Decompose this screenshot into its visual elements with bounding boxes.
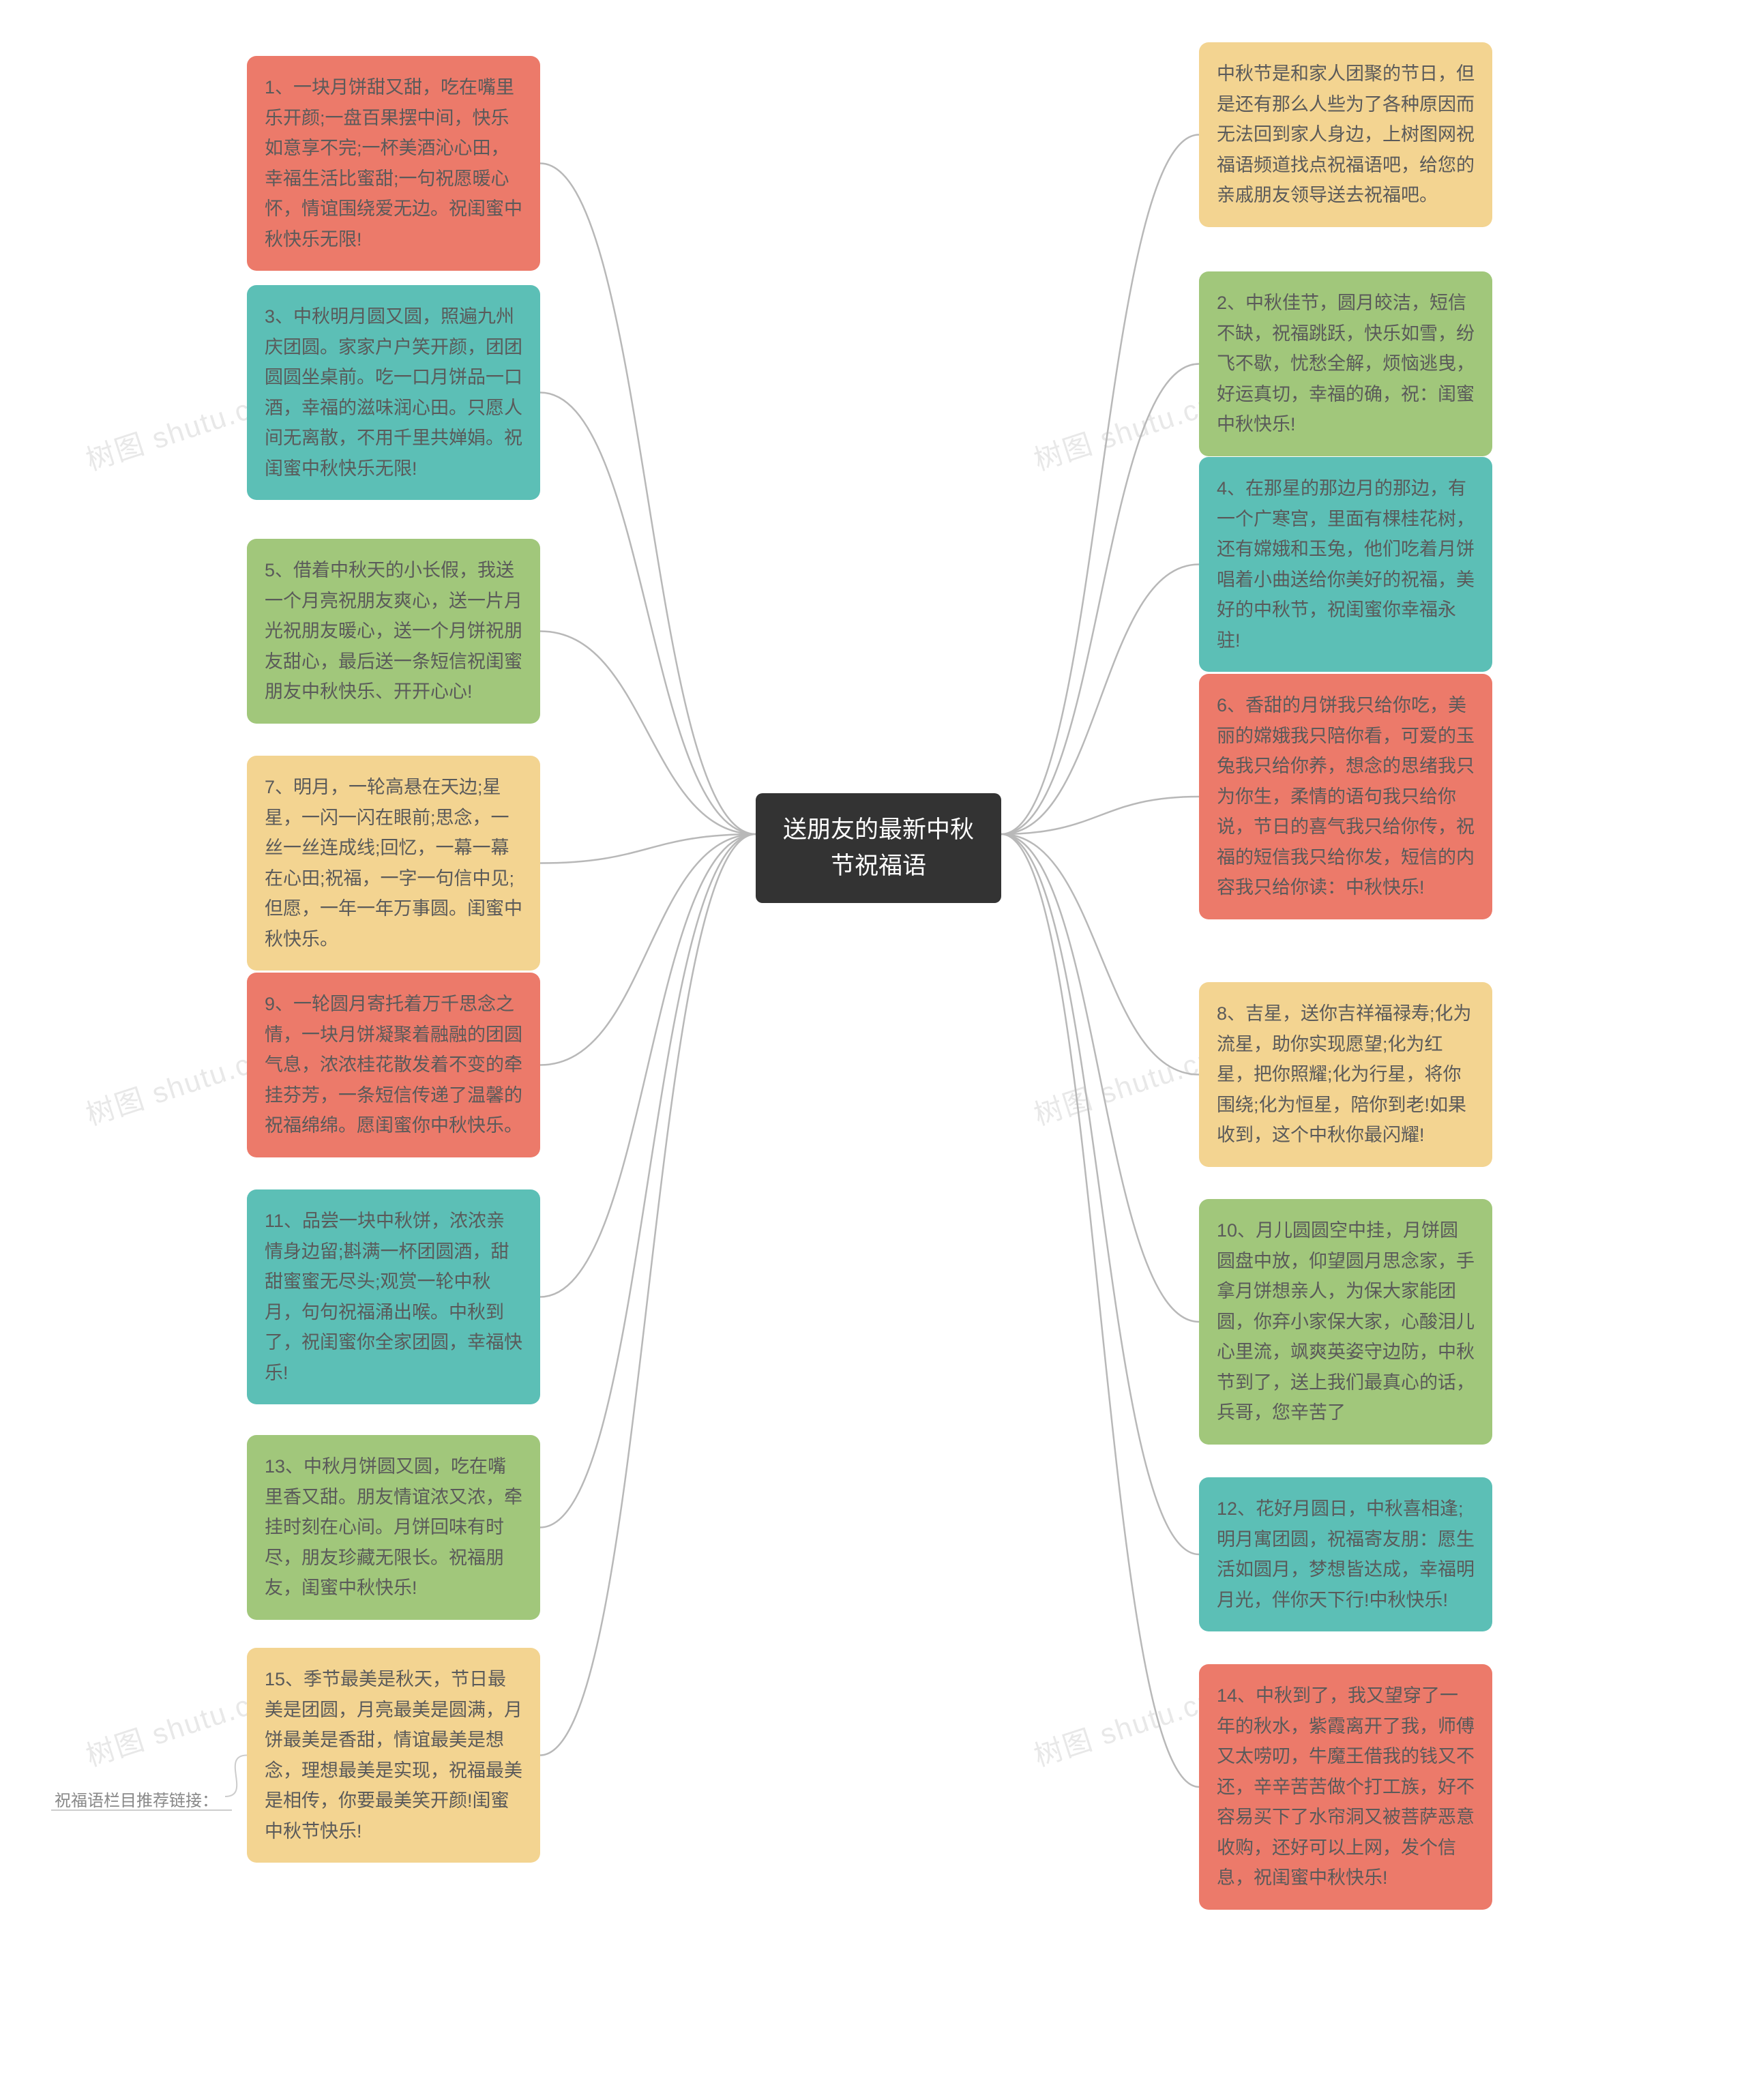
center-node: 送朋友的最新中秋节祝福语	[756, 793, 1001, 903]
node-text: 7、明月，一轮高悬在天边;星星，一闪一闪在眼前;思念，一丝一丝连成线;回忆，一幕…	[265, 777, 522, 949]
mindmap-container: 送朋友的最新中秋节祝福语 1、一块月饼甜又甜，吃在嘴里乐开颜;一盘百果摆中间，快…	[0, 0, 1746, 2100]
node-text: 1、一块月饼甜又甜，吃在嘴里乐开颜;一盘百果摆中间，快乐如意享不完;一杯美酒沁心…	[265, 77, 522, 250]
node-r4: 4、在那星的那边月的那边，有一个广寒宫，里面有棵桂花树，还有嫦娥和玉兔，他们吃着…	[1199, 457, 1492, 672]
node-l3: 3、中秋明月圆又圆，照遍九州庆团圆。家家户户笑开颜，团团圆圆坐桌前。吃一口月饼品…	[247, 285, 540, 500]
node-text: 2、中秋佳节，圆月皎洁，短信不缺，祝福跳跃，快乐如雪，纷飞不歇，忧愁全解，烦恼逃…	[1217, 293, 1475, 434]
node-r6: 6、香甜的月饼我只给你吃，美丽的嫦娥我只陪你看，可爱的玉兔我只给你养，想念的思绪…	[1199, 674, 1492, 919]
node-r12: 12、花好月圆日，中秋喜相逢;明月寓团圆，祝福寄友朋：愿生活如圆月，梦想皆达成，…	[1199, 1477, 1492, 1631]
node-text: 15、季节最美是秋天，节日最美是团圆，月亮最美是圆满，月饼最美是香甜，情谊最美是…	[265, 1669, 522, 1842]
node-text: 3、中秋明月圆又圆，照遍九州庆团圆。家家户户笑开颜，团团圆圆坐桌前。吃一口月饼品…	[265, 306, 522, 479]
node-r0: 中秋节是和家人团聚的节日，但是还有那么人些为了各种原因而无法回到家人身边，上树图…	[1199, 42, 1492, 227]
node-l13: 13、中秋月饼圆又圆，吃在嘴里香又甜。朋友情谊浓又浓，牵挂时刻在心间。月饼回味有…	[247, 1435, 540, 1620]
sub-node-label: 祝福语栏目推荐链接：	[55, 1792, 218, 1810]
node-l15: 15、季节最美是秋天，节日最美是团圆，月亮最美是圆满，月饼最美是香甜，情谊最美是…	[247, 1648, 540, 1863]
node-l9: 9、一轮圆月寄托着万千思念之情，一块月饼凝聚着融融的团圆气息，浓浓桂花散发着不变…	[247, 973, 540, 1157]
node-text: 4、在那星的那边月的那边，有一个广寒宫，里面有棵桂花树，还有嫦娥和玉兔，他们吃着…	[1217, 478, 1475, 651]
node-text: 6、香甜的月饼我只给你吃，美丽的嫦娥我只陪你看，可爱的玉兔我只给你养，想念的思绪…	[1217, 695, 1475, 898]
node-text: 13、中秋月饼圆又圆，吃在嘴里香又甜。朋友情谊浓又浓，牵挂时刻在心间。月饼回味有…	[265, 1456, 522, 1598]
node-text: 10、月儿圆圆空中挂，月饼圆圆盘中放，仰望圆月思念家，手拿月饼想亲人，为保大家能…	[1217, 1220, 1475, 1423]
node-r14: 14、中秋到了，我又望穿了一年的秋水，紫霞离开了我，师傅又太唠叨，牛魔王借我的钱…	[1199, 1664, 1492, 1910]
node-text: 中秋节是和家人团聚的节日，但是还有那么人些为了各种原因而无法回到家人身边，上树图…	[1217, 63, 1475, 205]
sub-node-recommend: 祝福语栏目推荐链接：	[55, 1787, 218, 1811]
node-l11: 11、品尝一块中秋饼，浓浓亲情身边留;斟满一杯团圆酒，甜甜蜜蜜无尽头;观赏一轮中…	[247, 1189, 540, 1404]
node-l1: 1、一块月饼甜又甜，吃在嘴里乐开颜;一盘百果摆中间，快乐如意享不完;一杯美酒沁心…	[247, 56, 540, 271]
node-text: 5、借着中秋天的小长假，我送一个月亮祝朋友爽心，送一片月光祝朋友暖心，送一个月饼…	[265, 560, 522, 702]
node-text: 8、吉星，送你吉祥福禄寿;化为流星，助你实现愿望;化为红星，把你照耀;化为行星，…	[1217, 1003, 1472, 1145]
node-r10: 10、月儿圆圆空中挂，月饼圆圆盘中放，仰望圆月思念家，手拿月饼想亲人，为保大家能…	[1199, 1199, 1492, 1445]
center-title: 送朋友的最新中秋节祝福语	[783, 816, 974, 879]
node-l7: 7、明月，一轮高悬在天边;星星，一闪一闪在眼前;思念，一丝一丝连成线;回忆，一幕…	[247, 756, 540, 971]
node-r8: 8、吉星，送你吉祥福禄寿;化为流星，助你实现愿望;化为红星，把你照耀;化为行星，…	[1199, 982, 1492, 1167]
node-r2: 2、中秋佳节，圆月皎洁，短信不缺，祝福跳跃，快乐如雪，纷飞不歇，忧愁全解，烦恼逃…	[1199, 271, 1492, 456]
node-text: 9、一轮圆月寄托着万千思念之情，一块月饼凝聚着融融的团圆气息，浓浓桂花散发着不变…	[265, 994, 522, 1136]
node-text: 11、品尝一块中秋饼，浓浓亲情身边留;斟满一杯团圆酒，甜甜蜜蜜无尽头;观赏一轮中…	[265, 1211, 522, 1383]
node-text: 12、花好月圆日，中秋喜相逢;明月寓团圆，祝福寄友朋：愿生活如圆月，梦想皆达成，…	[1217, 1498, 1475, 1610]
node-l5: 5、借着中秋天的小长假，我送一个月亮祝朋友爽心，送一片月光祝朋友暖心，送一个月饼…	[247, 539, 540, 724]
node-text: 14、中秋到了，我又望穿了一年的秋水，紫霞离开了我，师傅又太唠叨，牛魔王借我的钱…	[1217, 1685, 1475, 1888]
